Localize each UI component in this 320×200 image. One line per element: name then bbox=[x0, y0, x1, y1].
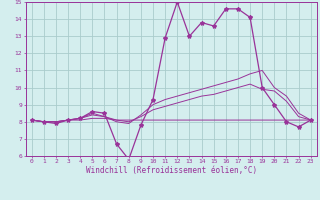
X-axis label: Windchill (Refroidissement éolien,°C): Windchill (Refroidissement éolien,°C) bbox=[86, 166, 257, 175]
